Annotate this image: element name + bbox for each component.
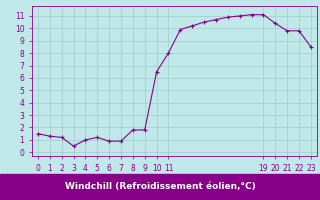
Text: Windchill (Refroidissement éolien,°C): Windchill (Refroidissement éolien,°C) <box>65 182 255 192</box>
